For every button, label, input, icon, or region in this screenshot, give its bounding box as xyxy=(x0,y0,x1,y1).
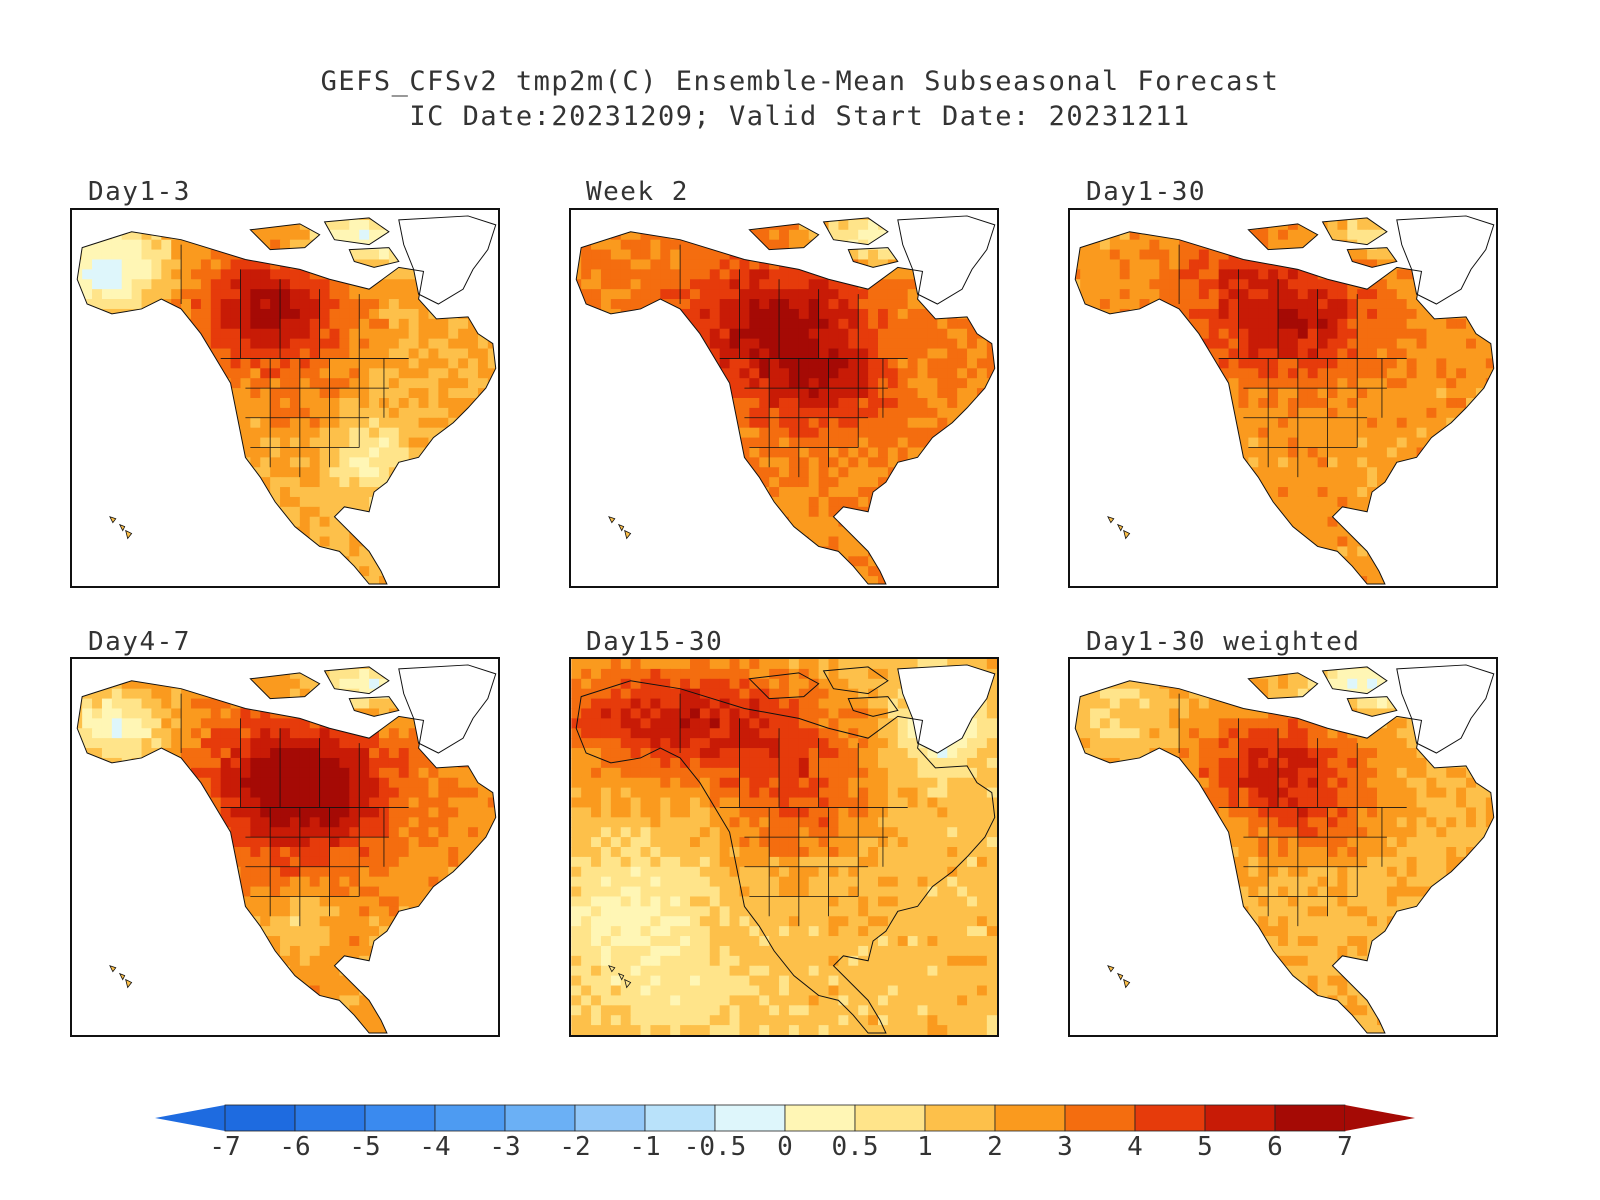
colorbar-segment xyxy=(1064,1104,1136,1132)
colorbar-segment xyxy=(574,1104,646,1132)
map-panel-day1-30 xyxy=(1068,208,1498,588)
hawaii-outline xyxy=(109,516,133,540)
colorbar-segment xyxy=(714,1104,786,1132)
arctic-island-outline xyxy=(249,223,321,251)
colorbar-segment xyxy=(1134,1104,1206,1132)
coastline xyxy=(76,680,497,1034)
colorbar-segment xyxy=(294,1104,366,1132)
greenland-mask xyxy=(398,215,497,305)
arctic-island-outline xyxy=(348,247,400,268)
greenland-mask xyxy=(1396,215,1495,305)
arctic-island-outline xyxy=(748,672,820,700)
colorbar-tick-label: 2 xyxy=(987,1132,1003,1162)
hawaii-outline xyxy=(1107,516,1131,540)
arctic-island-outline xyxy=(1321,666,1388,695)
map-panel-day1-3 xyxy=(70,208,500,588)
colorbar-tick-label: -6 xyxy=(279,1132,311,1162)
map-svg xyxy=(575,215,996,585)
panel-label-day1-30: Day1-30 xyxy=(1086,177,1207,207)
coastline xyxy=(575,680,996,1034)
greenland-mask xyxy=(897,215,996,305)
colorbar-segment xyxy=(784,1104,856,1132)
colorbar-segment xyxy=(364,1104,436,1132)
greenland-mask xyxy=(1396,664,1495,754)
arctic-island-outline xyxy=(847,696,899,717)
arctic-island-outline xyxy=(323,217,390,246)
map-svg xyxy=(1074,664,1495,1034)
panel-label-day1-30-weighted: Day1-30 weighted xyxy=(1086,627,1361,657)
arctic-island-outline xyxy=(348,696,400,717)
arctic-island-outline xyxy=(1247,223,1319,251)
coastline xyxy=(76,231,497,585)
figure-title-line1: GEFS_CFSv2 tmp2m(C) Ensemble-Mean Subsea… xyxy=(320,66,1280,97)
figure-title-line2: IC Date:20231209; Valid Start Date: 2023… xyxy=(409,101,1191,132)
map-panel-day15-30 xyxy=(569,657,999,1037)
arctic-island-outline xyxy=(1346,247,1398,268)
colorbar-segment xyxy=(434,1104,506,1132)
arctic-island-outline xyxy=(1321,217,1388,246)
panel-label-day1-3: Day1-3 xyxy=(88,177,191,207)
arctic-island-outline xyxy=(748,223,820,251)
anomaly-field xyxy=(571,659,997,1035)
colorbar-tick-label: 4 xyxy=(1127,1132,1143,1162)
arctic-island-outline xyxy=(1346,696,1398,717)
colorbar-segment xyxy=(994,1104,1066,1132)
colorbar-tick-label: 1 xyxy=(917,1132,933,1162)
panel-label-day15-30: Day15-30 xyxy=(586,627,724,657)
map-svg xyxy=(76,215,497,585)
colorbar-tick-label: 0 xyxy=(777,1132,793,1162)
coastline xyxy=(1074,680,1495,1034)
colorbar-extend-min xyxy=(155,1105,225,1131)
colorbar-tick-label: -1 xyxy=(629,1132,661,1162)
arctic-island-outline xyxy=(822,666,889,695)
colorbar-segment xyxy=(504,1104,576,1132)
hawaii-outline xyxy=(109,965,133,989)
arctic-island-outline xyxy=(249,672,321,700)
colorbar-tick-label: 5 xyxy=(1197,1132,1213,1162)
map-svg xyxy=(76,664,497,1034)
colorbar-segment xyxy=(924,1104,996,1132)
colorbar-tick-label: -3 xyxy=(489,1132,521,1162)
greenland-mask xyxy=(398,664,497,754)
colorbar-segment xyxy=(1204,1104,1276,1132)
colorbar-tick-label: 3 xyxy=(1057,1132,1073,1162)
panel-label-day4-7: Day4-7 xyxy=(88,627,191,657)
map-svg xyxy=(571,659,997,1035)
colorbar-tick-label: 0.5 xyxy=(831,1132,879,1162)
map-svg xyxy=(1074,215,1495,585)
panel-label-week2: Week 2 xyxy=(586,177,689,207)
colorbar xyxy=(155,1104,1415,1132)
coastline xyxy=(1074,231,1495,585)
hawaii-outline xyxy=(608,965,632,989)
map-panel-week2 xyxy=(569,208,999,588)
arctic-island-outline xyxy=(822,217,889,246)
colorbar-tick-label: -0.5 xyxy=(683,1132,747,1162)
colorbar-tick-label: -5 xyxy=(349,1132,381,1162)
map-panel-day4-7 xyxy=(70,657,500,1037)
colorbar-segment xyxy=(1274,1104,1346,1132)
greenland-mask xyxy=(897,664,996,754)
colorbar-segment xyxy=(644,1104,716,1132)
hawaii-outline xyxy=(1107,965,1131,989)
colorbar-segment xyxy=(224,1104,296,1132)
colorbar-segment xyxy=(854,1104,926,1132)
colorbar-extend-max xyxy=(1345,1105,1415,1131)
arctic-island-outline xyxy=(847,247,899,268)
colorbar-tick-label: -2 xyxy=(559,1132,591,1162)
colorbar-tick-label: -4 xyxy=(419,1132,451,1162)
colorbar-tick-label: 7 xyxy=(1337,1132,1353,1162)
colorbar-tick-label: 6 xyxy=(1267,1132,1283,1162)
hawaii-outline xyxy=(608,516,632,540)
map-panel-day1-30-weighted xyxy=(1068,657,1498,1037)
arctic-island-outline xyxy=(1247,672,1319,700)
coastline xyxy=(575,231,996,585)
colorbar-tick-label: -7 xyxy=(209,1132,241,1162)
arctic-island-outline xyxy=(323,666,390,695)
